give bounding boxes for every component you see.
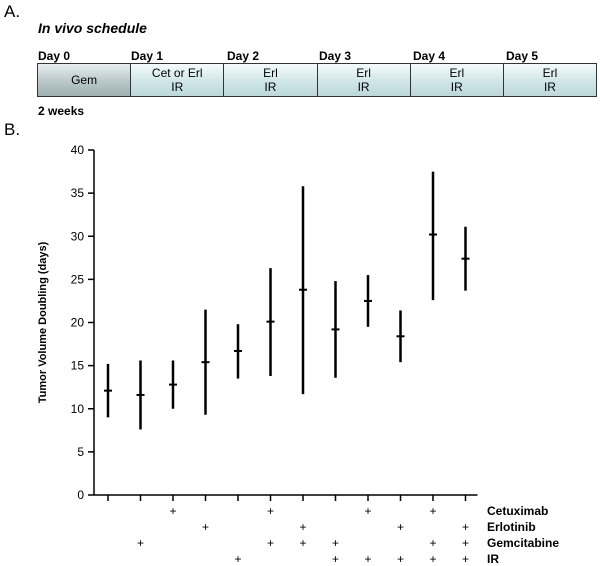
- segment-text: IR: [543, 80, 556, 94]
- treatment-mark: +: [397, 552, 404, 566]
- panel-a-label: A.: [4, 2, 21, 21]
- y-tick-label: 5: [77, 445, 84, 459]
- treatment-mark: +: [364, 504, 371, 518]
- y-tick-label: 15: [71, 359, 85, 373]
- y-tick-label: 10: [71, 402, 85, 416]
- treatment-mark: +: [462, 520, 469, 534]
- schedule-title: In vivo schedule: [38, 20, 147, 36]
- segment-text: Erl: [263, 66, 278, 80]
- y-tick-label: 25: [71, 272, 85, 286]
- treatment-mark: +: [169, 504, 176, 518]
- treatment-row-label: Erlotinib: [487, 520, 536, 534]
- treatment-mark: +: [462, 552, 469, 566]
- y-tick-label: 30: [71, 229, 85, 243]
- segment-text: IR: [171, 80, 184, 94]
- schedule-bar: Gem Cet or Erl IR Erl IR Erl IR Erl IR E…: [37, 63, 597, 97]
- treatment-mark: +: [429, 552, 436, 566]
- segment-text: IR: [357, 80, 370, 94]
- schedule-segment-day2: Erl IR: [224, 64, 318, 96]
- treatment-mark: +: [332, 536, 339, 550]
- treatment-mark: +: [364, 552, 371, 566]
- y-tick-label: 35: [71, 186, 85, 200]
- treatment-mark: +: [137, 536, 144, 550]
- treatment-mark: +: [267, 504, 274, 518]
- schedule-segment-day3: Erl IR: [317, 64, 411, 96]
- segment-text: Erl: [449, 66, 465, 80]
- schedule-segment-day5: Erl IR: [503, 64, 597, 96]
- day-label-2: Day 2: [227, 49, 260, 63]
- segment-text: Erl: [356, 66, 371, 80]
- treatment-row-label: IR: [487, 552, 499, 566]
- treatment-mark: +: [332, 552, 339, 566]
- treatment-row-label: Cetuximab: [487, 504, 548, 518]
- y-tick-label: 40: [71, 143, 85, 157]
- treatment-mark: +: [429, 504, 436, 518]
- segment-text: Gem: [71, 73, 98, 87]
- y-tick-label: 20: [71, 316, 85, 330]
- day-label-0: Day 0: [38, 49, 71, 63]
- segment-text: IR: [264, 80, 277, 94]
- y-axis-label: Tumor Volume Doubling (days): [37, 241, 49, 403]
- day-label-3: Day 3: [319, 49, 352, 63]
- day-label-1: Day 1: [131, 49, 164, 63]
- schedule-segment-day4: Erl IR: [410, 64, 504, 96]
- treatment-mark: +: [267, 536, 274, 550]
- schedule-segment-day0: Gem: [38, 64, 132, 96]
- day-label-5: Day 5: [506, 49, 539, 63]
- treatment-row-label: Gemcitabine: [487, 536, 559, 550]
- panel-b-label: B.: [4, 120, 21, 139]
- treatment-mark: +: [397, 520, 404, 534]
- treatment-mark: +: [462, 536, 469, 550]
- treatment-mark: +: [299, 536, 306, 550]
- schedule-note: 2 weeks: [38, 104, 85, 118]
- treatment-mark: +: [299, 520, 306, 534]
- segment-text: Cet or Erl: [151, 66, 203, 80]
- day-label-4: Day 4: [413, 49, 446, 63]
- y-tick-label: 0: [77, 488, 84, 502]
- segment-text: IR: [450, 80, 463, 94]
- treatment-mark: +: [429, 536, 436, 550]
- treatment-mark: +: [202, 520, 209, 534]
- segment-text: Erl: [542, 66, 558, 80]
- treatment-mark: +: [234, 552, 241, 566]
- schedule-segment-day1: Cet or Erl IR: [131, 64, 225, 96]
